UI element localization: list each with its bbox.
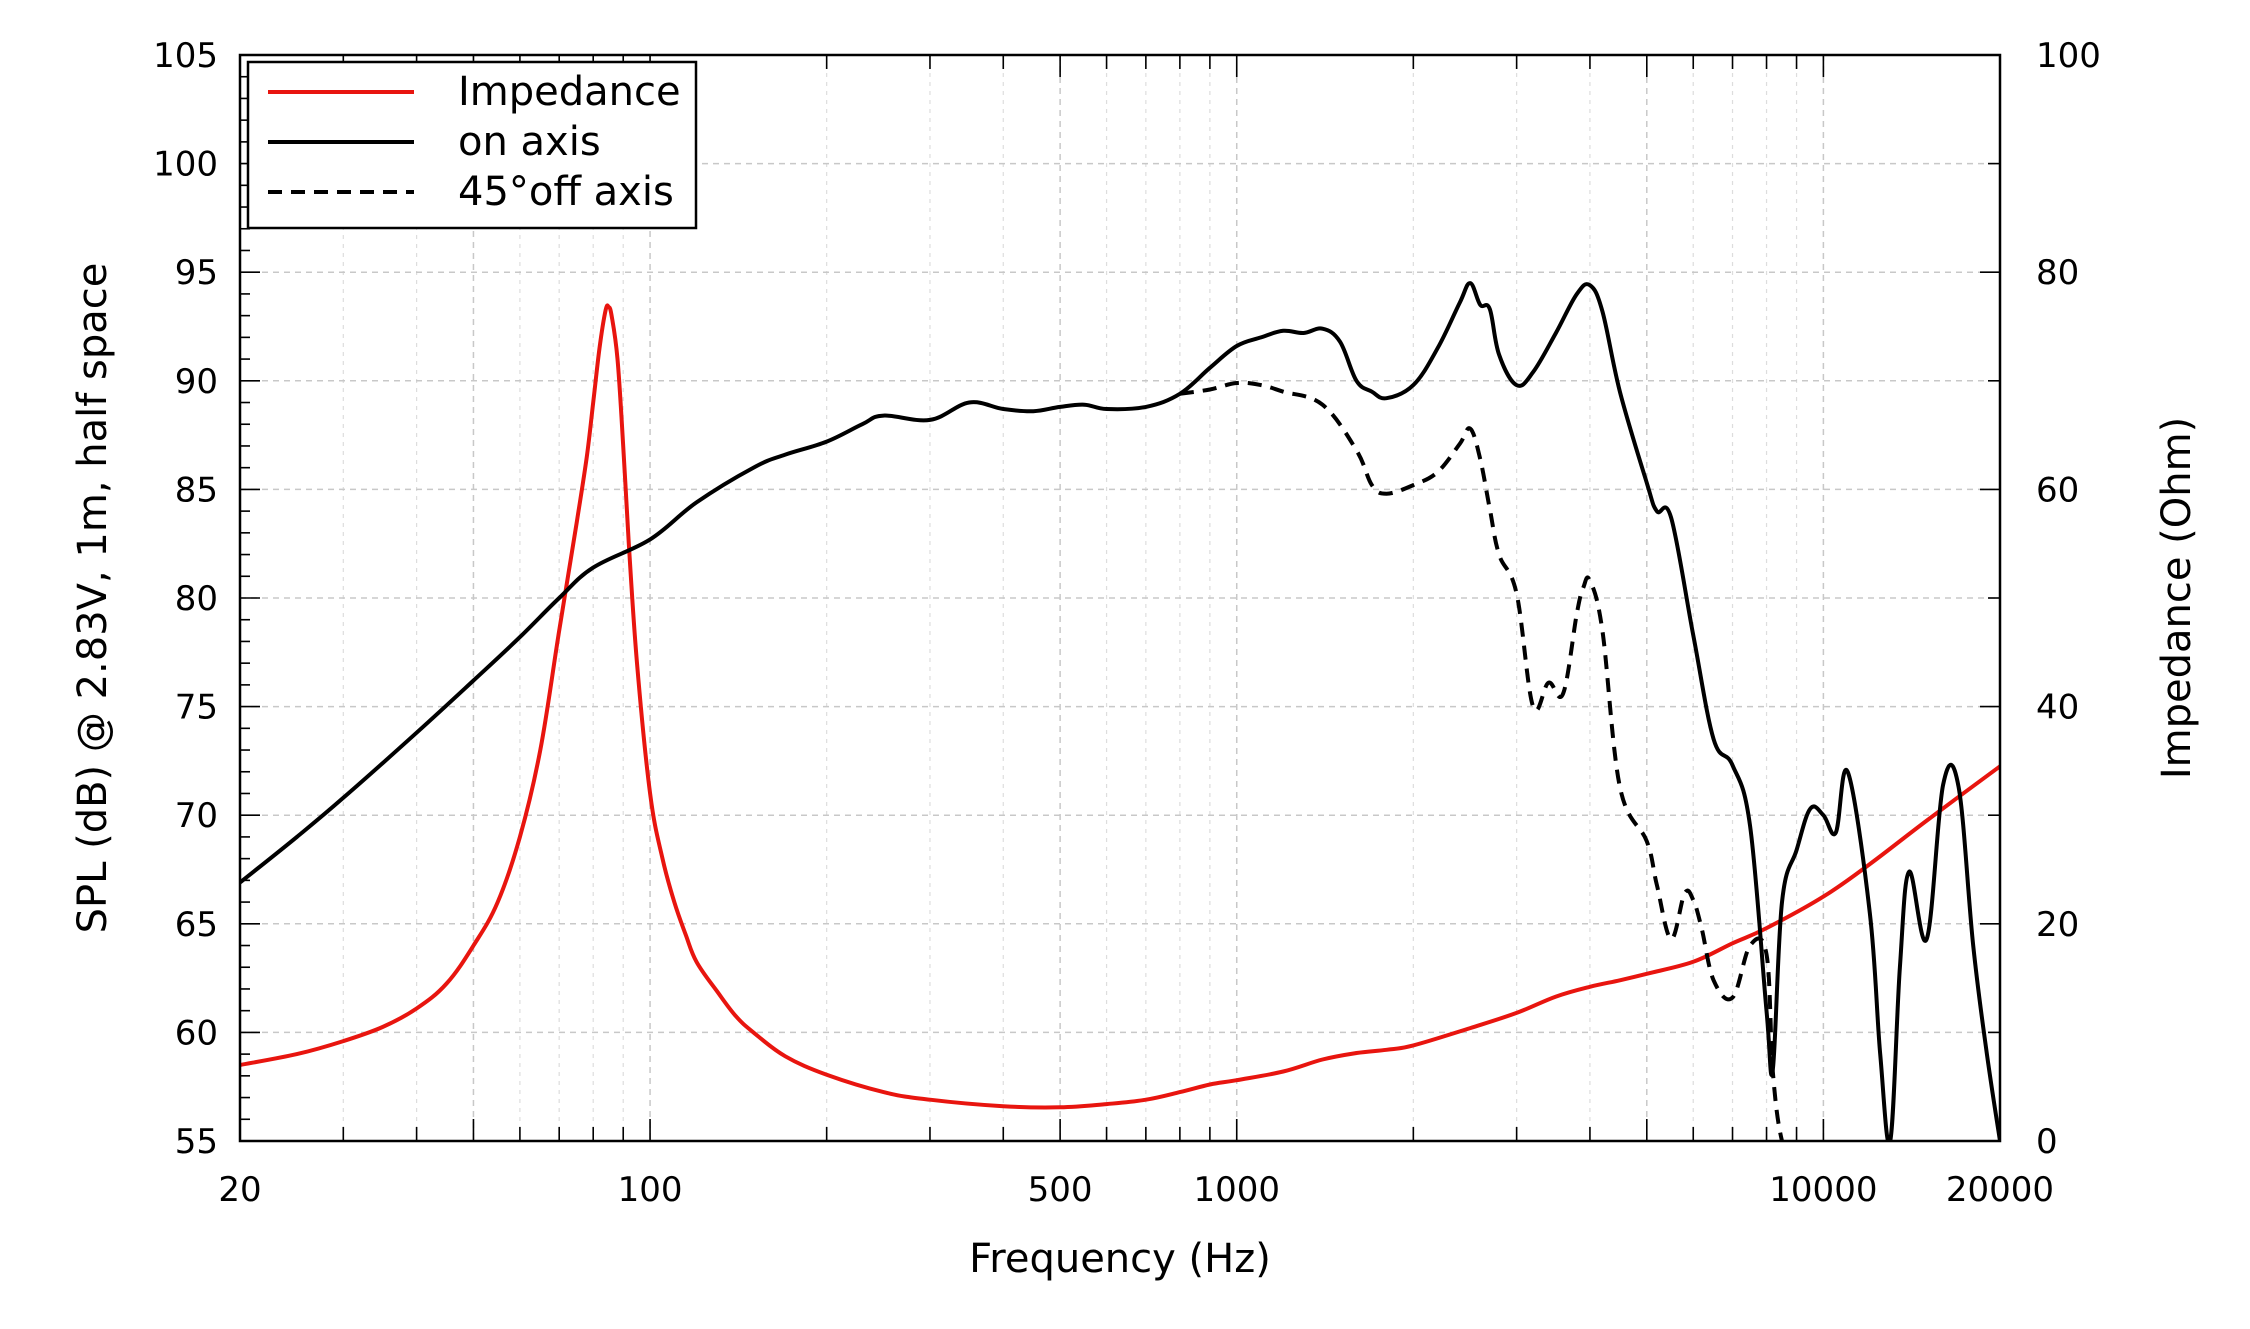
legend-label-impedance: Impedance [458, 69, 681, 115]
y-tick-label: 75 [175, 688, 218, 728]
y-tick-label: 60 [175, 1013, 218, 1053]
y2-tick-label: 80 [2036, 253, 2079, 293]
x-tick-label: 100 [618, 1170, 683, 1210]
x-tick-label: 20 [218, 1170, 261, 1210]
y-tick-label: 95 [175, 253, 218, 293]
y2-tick-label: 0 [2036, 1122, 2058, 1162]
y-tick-label: 105 [153, 36, 218, 76]
y-tick-label: 100 [153, 145, 218, 185]
legend-label-off-axis: 45°off axis [458, 169, 674, 215]
y2-tick-label: 20 [2036, 905, 2079, 945]
y2-axis-title: Impedance (Ohm) [2154, 417, 2200, 779]
y2-tick-label: 100 [2036, 36, 2101, 76]
x-tick-label: 20000 [1946, 1170, 2054, 1210]
tick-labels: 20 100 500 1000 10000 20000556065707580859095… [153, 36, 2101, 1210]
ticks [240, 54, 2000, 1142]
y-tick-label: 85 [175, 470, 218, 510]
x-tick-label: 10000 [1769, 1170, 1877, 1210]
series-impedance [240, 303, 2000, 1110]
y-tick-label: 80 [175, 579, 218, 619]
x-axis-title: Frequency (Hz) [969, 1236, 1271, 1282]
y-tick-label: 70 [175, 796, 218, 836]
x-tick-label: 500 [1028, 1170, 1093, 1210]
series-off-axis [1179, 380, 1785, 1141]
y-tick-label: 65 [175, 905, 218, 945]
y2-tick-label: 40 [2036, 688, 2079, 728]
series-layer [240, 281, 2000, 1141]
legend-label-on-axis: on axis [458, 119, 601, 165]
series-on-axis [240, 281, 2000, 1141]
y-tick-label: 90 [175, 362, 218, 402]
legend-box [246, 60, 698, 230]
legend: Impedance on axis 45°off axis [246, 60, 698, 230]
y2-tick-label: 60 [2036, 470, 2079, 510]
y-axis-title: SPL (dB) @ 2.83V, 1m, half space [70, 263, 116, 934]
x-tick-label: 1000 [1193, 1170, 1280, 1210]
y-tick-label: 55 [175, 1122, 218, 1162]
